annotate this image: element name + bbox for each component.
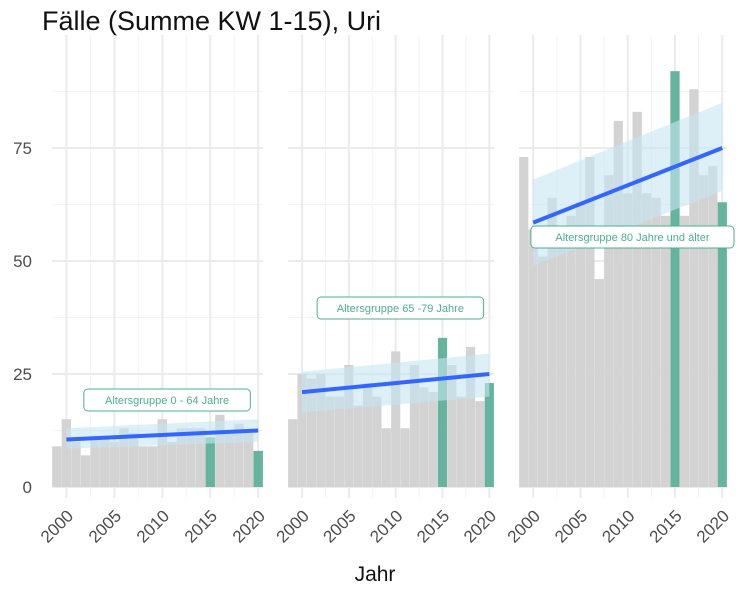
bar	[128, 432, 139, 487]
x-tick-label: 2005	[320, 506, 360, 546]
bar	[52, 446, 62, 487]
bar	[519, 157, 529, 488]
bar-highlight	[253, 450, 263, 487]
bar	[708, 166, 718, 487]
x-tick-label: 2005	[551, 506, 591, 546]
bar	[528, 229, 538, 488]
bar	[556, 229, 567, 488]
bar	[224, 432, 235, 487]
annotation-label: Altersgruppe 0 - 64 Jahre	[105, 395, 229, 407]
bar	[306, 378, 316, 487]
x-tick-label: 2015	[646, 506, 686, 546]
bar	[90, 437, 100, 487]
bar	[61, 419, 72, 487]
bar	[623, 193, 633, 487]
bar	[381, 428, 391, 487]
bar	[316, 374, 326, 487]
bar	[288, 419, 298, 487]
bar	[80, 455, 91, 487]
bar	[679, 215, 690, 488]
y-tick-label: 50	[13, 252, 32, 271]
bar	[372, 396, 382, 487]
x-tick-label: 2005	[85, 506, 125, 546]
bar	[419, 387, 429, 487]
x-tick-label: 2015	[181, 506, 221, 546]
x-tick-label: 2020	[460, 506, 500, 546]
bar	[400, 428, 410, 487]
bar	[109, 441, 120, 487]
bar	[186, 428, 196, 487]
bar	[363, 383, 373, 487]
bar	[71, 441, 81, 487]
bar	[456, 396, 466, 487]
bar	[447, 364, 457, 487]
x-tick-label: 2010	[598, 506, 638, 546]
annotation-box	[530, 225, 735, 249]
bar	[594, 279, 604, 487]
x-tick-label: 2010	[133, 506, 173, 546]
bar	[613, 120, 623, 487]
x-tick-label: 2000	[504, 506, 544, 546]
bar	[566, 215, 576, 488]
bar	[651, 197, 661, 487]
chart-title: Fälle (Summe KW 1-15), Uri	[42, 6, 382, 36]
bar	[547, 197, 557, 487]
bar	[148, 446, 158, 487]
bar	[391, 351, 401, 487]
x-tick-label: 2020	[229, 506, 269, 546]
bar	[325, 396, 335, 487]
bar	[575, 202, 586, 488]
x-tick-label: 2000	[37, 506, 77, 546]
bar	[234, 423, 244, 487]
bar	[344, 364, 354, 487]
bar	[195, 428, 206, 487]
bar	[475, 401, 485, 487]
y-tick-label: 25	[13, 365, 32, 384]
bar	[215, 414, 225, 487]
bar	[604, 175, 614, 487]
annotation-label: Altersgruppe 80 Jahre und älter	[555, 232, 709, 244]
bar	[167, 441, 177, 487]
y-tick-label: 75	[13, 139, 32, 158]
bar	[642, 193, 652, 487]
bar	[243, 432, 254, 487]
bar-highlight	[205, 437, 215, 487]
trend-line	[532, 146, 724, 225]
bar	[176, 428, 187, 487]
bar-highlight	[717, 202, 727, 488]
x-tick-label: 2015	[413, 506, 453, 546]
bar	[632, 111, 642, 487]
bar	[353, 405, 363, 487]
bar	[466, 346, 476, 487]
bar	[100, 437, 110, 487]
trend-line	[66, 428, 259, 442]
bar	[538, 256, 548, 487]
x-tick-label: 2020	[693, 506, 733, 546]
x-tick-label: 2000	[273, 506, 313, 546]
bar	[689, 89, 699, 488]
annotation-box	[83, 388, 251, 412]
bar	[409, 364, 419, 487]
bar-highlight	[670, 71, 680, 487]
bar	[297, 374, 307, 487]
bar	[585, 157, 595, 488]
bar	[119, 428, 129, 487]
annotation-label: Altersgruppe 65 -79 Jahre	[337, 303, 464, 315]
y-tick-label: 0	[23, 478, 32, 497]
x-tick-label: 2010	[366, 506, 406, 546]
trend-line	[301, 372, 490, 395]
bar-highlight	[437, 337, 448, 487]
bar-highlight	[484, 383, 494, 487]
bar	[428, 392, 438, 487]
bar	[698, 175, 708, 487]
bar	[138, 446, 148, 487]
x-axis-label: Jahr	[354, 563, 396, 586]
bar	[660, 215, 671, 488]
bar	[334, 396, 345, 487]
annotation-box	[316, 296, 485, 320]
bar	[157, 419, 167, 487]
